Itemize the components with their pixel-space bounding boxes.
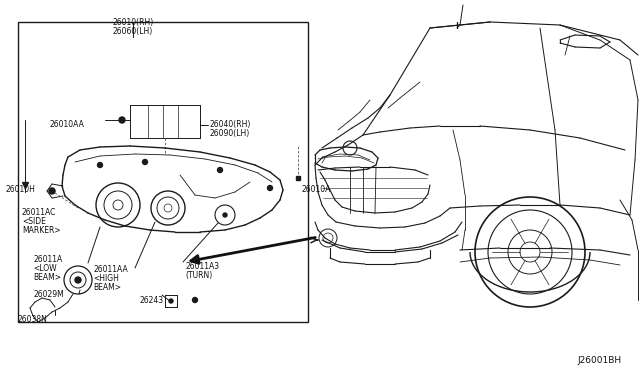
Text: <SIDE: <SIDE bbox=[22, 217, 46, 226]
Circle shape bbox=[143, 160, 147, 164]
Text: MARKER>: MARKER> bbox=[22, 226, 61, 235]
Text: <LOW: <LOW bbox=[33, 264, 56, 273]
Text: 26011AC: 26011AC bbox=[22, 208, 56, 217]
Text: 26040(RH): 26040(RH) bbox=[210, 120, 252, 129]
Text: 26011AA: 26011AA bbox=[93, 265, 128, 274]
Circle shape bbox=[49, 189, 54, 193]
Circle shape bbox=[218, 167, 223, 173]
Text: 26010H: 26010H bbox=[5, 185, 35, 194]
Circle shape bbox=[223, 213, 227, 217]
Circle shape bbox=[119, 117, 125, 123]
Text: 26029M: 26029M bbox=[33, 290, 64, 299]
Text: 26038N: 26038N bbox=[18, 315, 48, 324]
Circle shape bbox=[268, 186, 273, 190]
Text: 26010(RH): 26010(RH) bbox=[113, 18, 154, 27]
Text: BEAM>: BEAM> bbox=[93, 283, 121, 292]
Text: 26011A3: 26011A3 bbox=[185, 262, 219, 271]
Text: 26090(LH): 26090(LH) bbox=[210, 129, 250, 138]
Text: 26011A: 26011A bbox=[33, 255, 62, 264]
Text: 26243: 26243 bbox=[140, 296, 164, 305]
Text: 26010A: 26010A bbox=[302, 185, 332, 194]
Circle shape bbox=[75, 277, 81, 283]
Text: 26010AA: 26010AA bbox=[50, 120, 85, 129]
Circle shape bbox=[169, 299, 173, 303]
Text: J26001BH: J26001BH bbox=[578, 356, 622, 365]
Text: <HIGH: <HIGH bbox=[93, 274, 119, 283]
Bar bbox=[18, 22, 308, 322]
Circle shape bbox=[97, 163, 102, 167]
Circle shape bbox=[49, 188, 55, 194]
Text: 26060(LH): 26060(LH) bbox=[113, 27, 153, 36]
Text: (TURN): (TURN) bbox=[185, 271, 212, 280]
Text: BEAM>: BEAM> bbox=[33, 273, 61, 282]
Circle shape bbox=[193, 298, 198, 302]
